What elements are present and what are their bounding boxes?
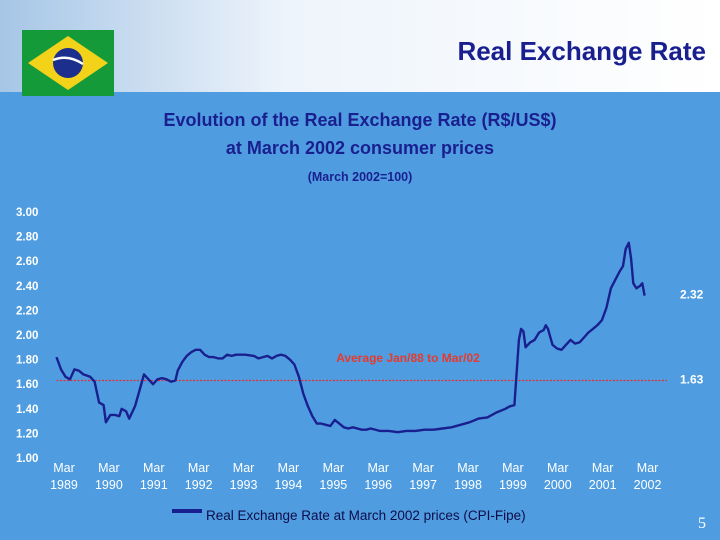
x-tick-label: Mar	[98, 461, 120, 475]
x-tick-label: 2000	[544, 478, 572, 492]
x-tick-label: 1991	[140, 478, 168, 492]
x-tick-label: Mar	[188, 461, 210, 475]
chart-title-line2: at March 2002 consumer prices	[225, 138, 495, 158]
x-tick-label: Mar	[547, 461, 569, 475]
chart-title-line1: Evolution of the Real Exchange Rate (R$/…	[163, 110, 557, 130]
x-tick-label: Mar	[502, 461, 524, 475]
x-tick-label: Mar	[53, 461, 75, 475]
x-tick-label: Mar	[278, 461, 300, 475]
legend-label: Real Exchange Rate at March 2002 prices …	[206, 508, 526, 523]
x-tick-label: Mar	[143, 461, 165, 475]
y-tick-label: 1.60	[16, 379, 38, 391]
x-tick-label: Mar	[592, 461, 614, 475]
average-label: Average Jan/88 to Mar/02	[336, 351, 480, 365]
header-banner: Real Exchange Rate	[0, 0, 720, 96]
x-tick-label: 1997	[409, 478, 437, 492]
x-tick-label: 1990	[95, 478, 123, 492]
x-tick-label: Mar	[323, 461, 345, 475]
value-label-average: 1.63	[680, 373, 704, 387]
x-tick-label: Mar	[412, 461, 434, 475]
x-tick-label: 2002	[634, 478, 662, 492]
y-tick-label: 2.00	[16, 330, 38, 342]
y-tick-label: 2.80	[16, 232, 38, 244]
page-title: Real Exchange Rate	[457, 36, 706, 66]
x-tick-label: 1992	[185, 478, 213, 492]
x-tick-label: 1993	[230, 478, 258, 492]
brazil-flag-icon	[22, 30, 114, 96]
page-number: 5	[698, 515, 706, 532]
y-tick-label: 2.20	[16, 305, 38, 317]
x-tick-label: Mar	[233, 461, 255, 475]
x-tick-label: Mar	[637, 461, 659, 475]
chart-legend: Real Exchange Rate at March 2002 prices …	[172, 508, 526, 523]
x-tick-label: 1998	[454, 478, 482, 492]
x-tick-label: 1995	[319, 478, 347, 492]
series-line	[55, 241, 646, 434]
x-tick-label: Mar	[457, 461, 479, 475]
y-tick-label: 1.00	[16, 453, 38, 465]
value-label-end: 2.32	[680, 288, 704, 302]
y-tick-label: 3.00	[16, 207, 38, 219]
x-tick-label: Mar	[367, 461, 389, 475]
x-tick-label: 2001	[589, 478, 617, 492]
x-tick-label: 1996	[364, 478, 392, 492]
y-tick-label: 2.60	[16, 256, 38, 268]
y-tick-label: 1.40	[16, 404, 38, 416]
y-tick-label: 1.20	[16, 428, 38, 440]
legend-swatch	[172, 509, 202, 514]
y-tick-label: 1.80	[16, 355, 38, 367]
x-tick-label: 1989	[50, 478, 78, 492]
y-tick-label: 2.40	[16, 281, 38, 293]
x-tick-label: 1994	[275, 478, 303, 492]
x-tick-label: 1999	[499, 478, 527, 492]
chart-subtitle: (March 2002=100)	[307, 170, 413, 184]
